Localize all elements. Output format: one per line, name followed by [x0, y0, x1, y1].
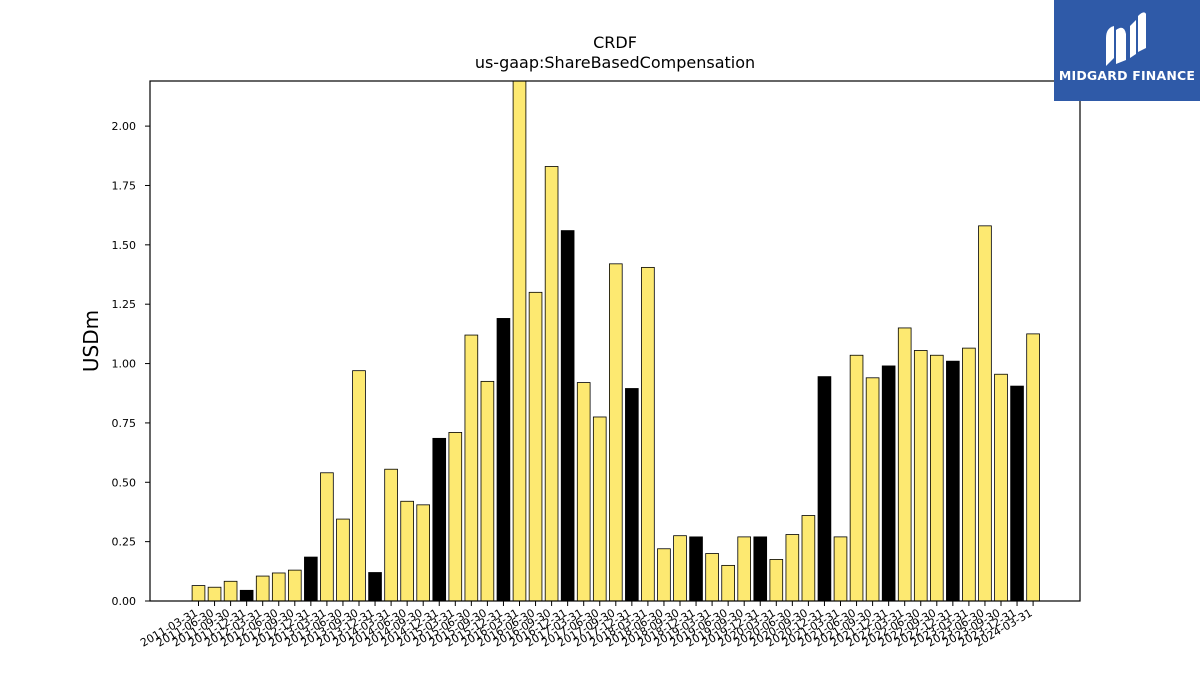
bar: [785, 534, 800, 602]
bar: [897, 327, 912, 602]
y-tick-label: 0.25: [112, 536, 137, 549]
bar: [528, 291, 543, 602]
bar: [994, 373, 1008, 602]
y-tick-label: 1.50: [112, 239, 137, 252]
bar: [673, 535, 687, 602]
bar: [1010, 385, 1024, 602]
bar: [801, 515, 816, 602]
bar: [689, 536, 703, 602]
bars-group: [191, 80, 1040, 602]
bar: [721, 564, 735, 602]
bar: [352, 370, 366, 602]
bar: [255, 575, 270, 602]
bar: [592, 416, 607, 602]
bar: [913, 350, 928, 602]
bar: [384, 468, 398, 602]
bar: [304, 556, 318, 602]
bar: [849, 354, 864, 602]
bar: [817, 376, 832, 602]
bar: [207, 586, 222, 602]
y-tick-label: 1.00: [112, 358, 137, 371]
bar: [287, 569, 302, 602]
bar: [432, 437, 447, 602]
bar: [833, 536, 848, 602]
bar: [881, 365, 896, 602]
bar: [753, 536, 768, 602]
y-tick-label: 0.75: [112, 417, 137, 430]
y-tick-label: 1.25: [112, 298, 137, 311]
bar: [962, 347, 976, 602]
bar: [544, 166, 559, 602]
bar: [641, 266, 655, 602]
bar: [737, 536, 751, 602]
bar: [576, 382, 591, 602]
y-axis-label: USDm: [79, 310, 103, 372]
bar: [865, 377, 880, 602]
bar: [657, 548, 671, 602]
plot-frame: [149, 80, 1081, 602]
bar: [946, 360, 960, 602]
y-axis: 0.00 0.25 0.50 0.75 1.00 1.25 1.50 1.75 2.00: [112, 120, 150, 608]
chart-subtitle: us-gaap:ShareBasedCompensation: [475, 53, 755, 72]
bar: [448, 432, 463, 602]
bar: [769, 559, 784, 602]
bar: [320, 472, 334, 602]
bar: [1026, 333, 1040, 602]
bar: [464, 334, 479, 602]
y-tick-label: 0.50: [112, 476, 137, 489]
y-tick-label: 2.00: [112, 120, 137, 133]
bar: [496, 318, 511, 602]
midgard-logo-icon: [1106, 12, 1146, 66]
x-axis: 2011-03-312011-06-302011-09-302011-12-31…: [138, 601, 1035, 650]
bar: [512, 80, 527, 602]
chart-title: CRDF: [593, 33, 637, 52]
bar: [560, 230, 575, 602]
bar: [705, 553, 719, 602]
bar: [368, 572, 382, 602]
y-tick-label: 0.00: [112, 595, 137, 608]
bar: [191, 585, 206, 602]
bar: [400, 500, 414, 602]
y-tick-label: 1.75: [112, 179, 137, 192]
bar: [625, 388, 639, 602]
bar: [609, 263, 623, 602]
bar: [480, 380, 495, 602]
bar: [336, 518, 350, 602]
bar: [930, 354, 944, 602]
logo-text: MIDGARD FINANCE: [1058, 68, 1196, 83]
bar: [239, 589, 254, 602]
logo-badge: MIDGARD FINANCE: [1054, 0, 1200, 101]
bar: [223, 580, 238, 602]
bar: [416, 504, 430, 602]
bar: [978, 225, 992, 602]
bar: [271, 572, 286, 602]
